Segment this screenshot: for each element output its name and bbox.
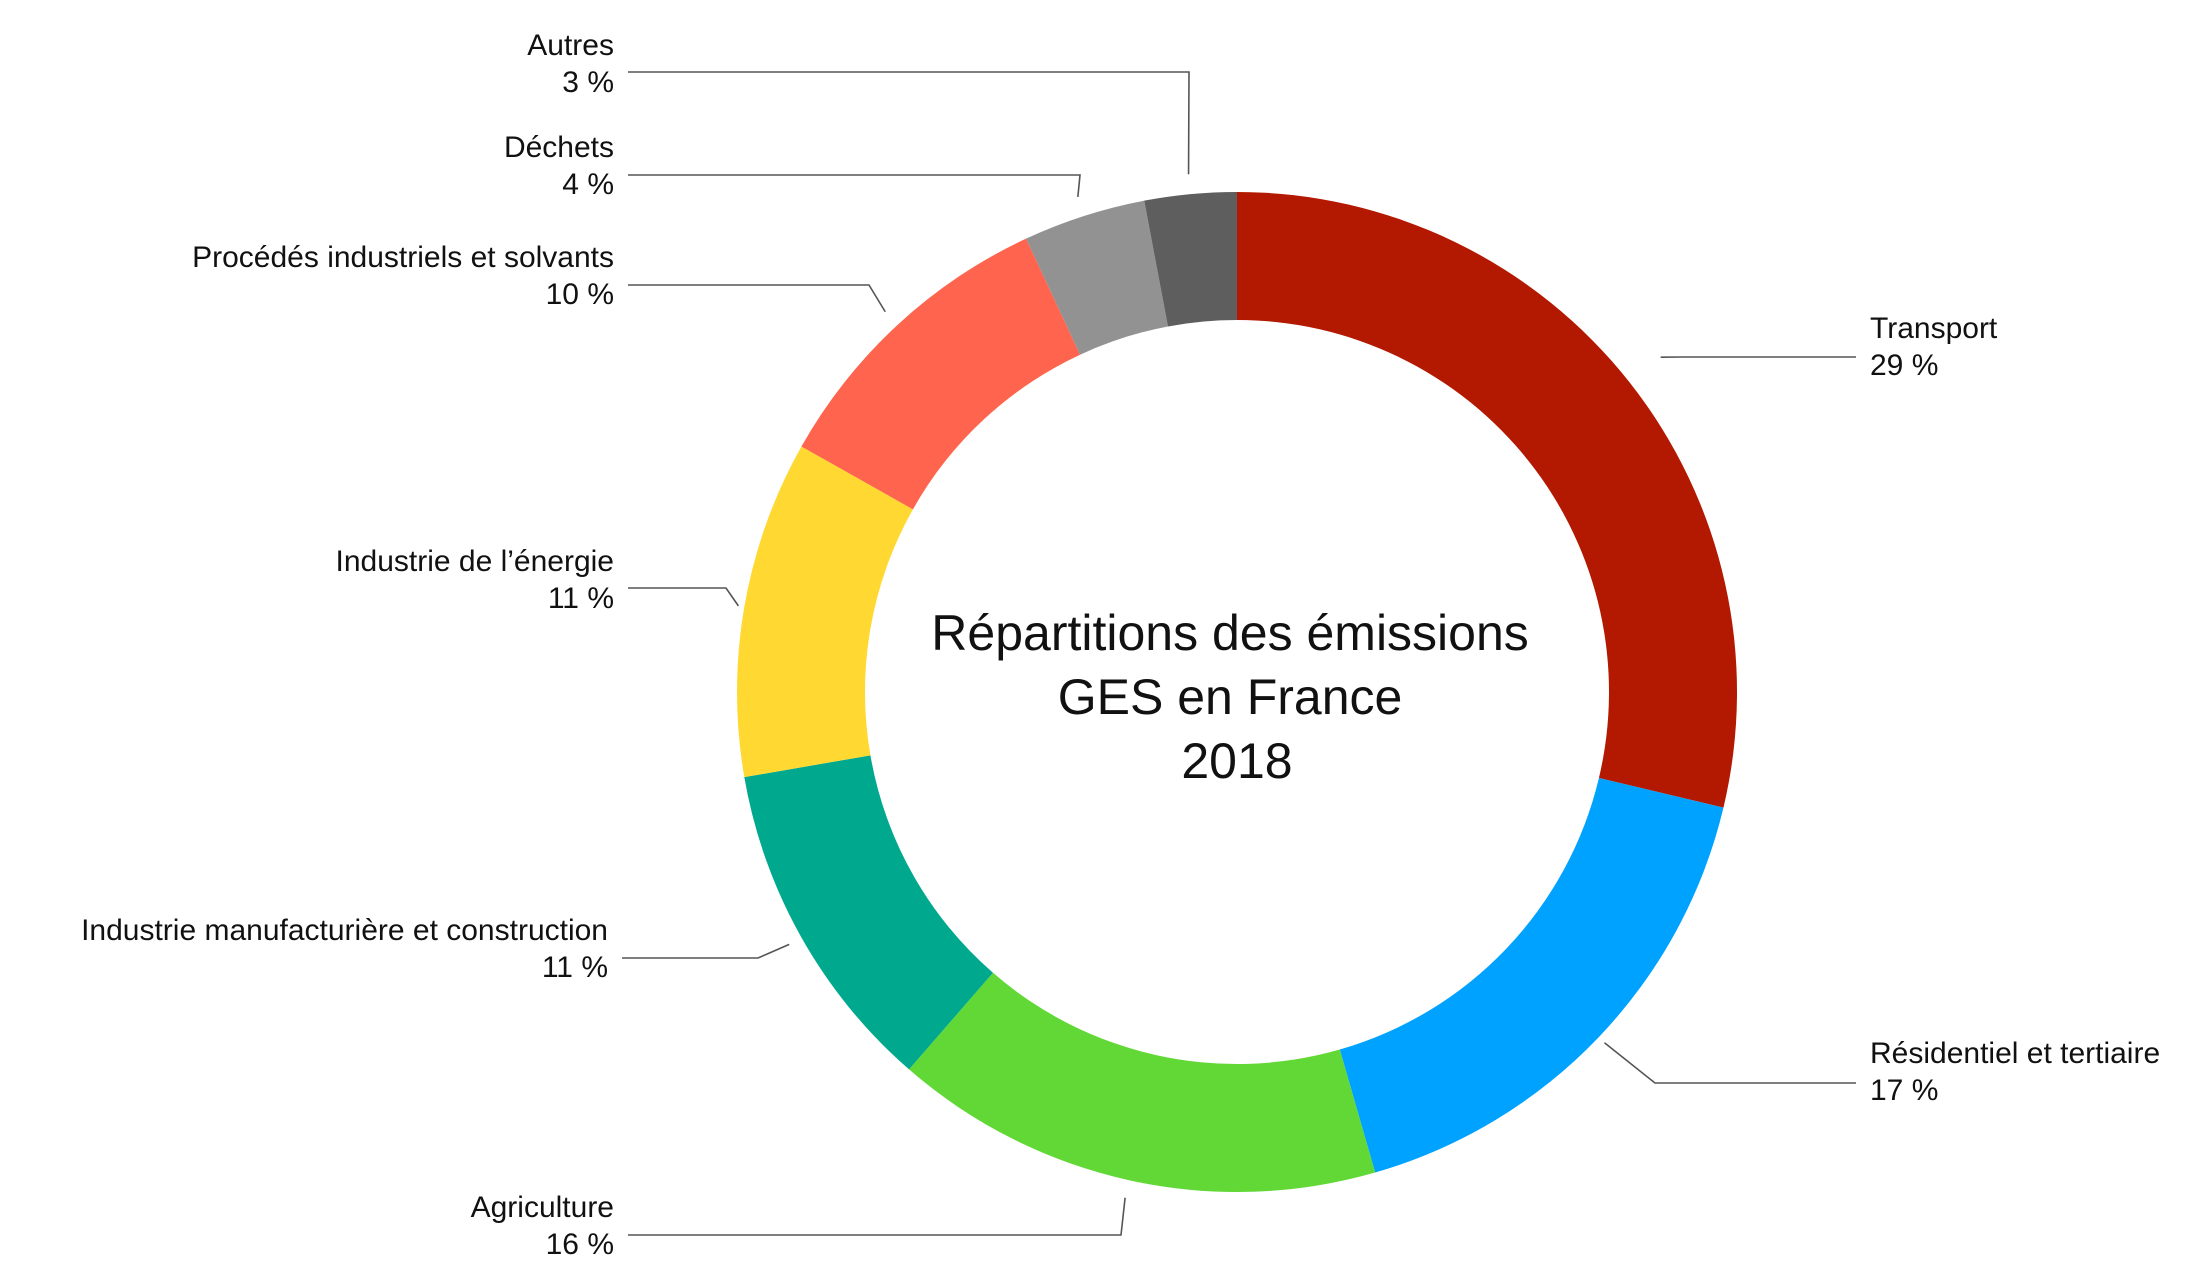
leader-line-procedes-industriels-et-solvants bbox=[628, 285, 885, 312]
slice-value-industrie-de-l-energie: 11 % bbox=[548, 582, 614, 615]
slice-label-industrie-de-l-energie: Industrie de l’énergie bbox=[335, 545, 614, 578]
slice-agriculture bbox=[909, 973, 1375, 1192]
slice-label-autres: Autres bbox=[527, 29, 614, 62]
slice-label-procedes-industriels-et-solvants: Procédés industriels et solvants bbox=[192, 241, 614, 274]
slice-value-agriculture: 16 % bbox=[546, 1228, 614, 1261]
chart-title-line-1: Répartitions des émissions bbox=[931, 605, 1529, 661]
leader-line-industrie-de-l-energie bbox=[628, 588, 738, 606]
slice-procedes-industriels-et-solvants bbox=[801, 239, 1080, 510]
slice-value-autres: 3 % bbox=[562, 66, 614, 99]
slice-label-agriculture: Agriculture bbox=[471, 1191, 614, 1224]
slice-value-transport: 29 % bbox=[1870, 349, 1938, 382]
leader-line-dechets bbox=[628, 175, 1080, 197]
leader-line-autres bbox=[628, 72, 1189, 174]
leader-line-industrie-manufacturiere-et-construction bbox=[622, 944, 789, 958]
chart-title-line-3: 2018 bbox=[1181, 733, 1292, 789]
chart-title-line-2: GES en France bbox=[1058, 669, 1403, 725]
slice-label-residentiel-et-tertiaire: Résidentiel et tertiaire bbox=[1870, 1037, 2160, 1070]
slice-industrie-de-l-energie bbox=[737, 447, 913, 778]
slice-value-industrie-manufacturiere-et-construction: 11 % bbox=[542, 951, 608, 984]
chart-title: Répartitions des émissions GES en France… bbox=[931, 605, 1542, 789]
slice-value-procedes-industriels-et-solvants: 10 % bbox=[546, 278, 614, 311]
slice-label-industrie-manufacturiere-et-construction: Industrie manufacturière et construction bbox=[81, 914, 608, 947]
slice-label-dechets: Déchets bbox=[504, 131, 614, 164]
leader-line-agriculture bbox=[628, 1198, 1125, 1235]
slice-label-transport: Transport bbox=[1870, 312, 1998, 345]
slice-value-residentiel-et-tertiaire: 17 % bbox=[1870, 1074, 1938, 1107]
leader-line-residentiel-et-tertiaire bbox=[1604, 1043, 1856, 1083]
slice-residentiel-et-tertiaire bbox=[1340, 778, 1724, 1173]
slice-value-dechets: 4 % bbox=[562, 168, 614, 201]
